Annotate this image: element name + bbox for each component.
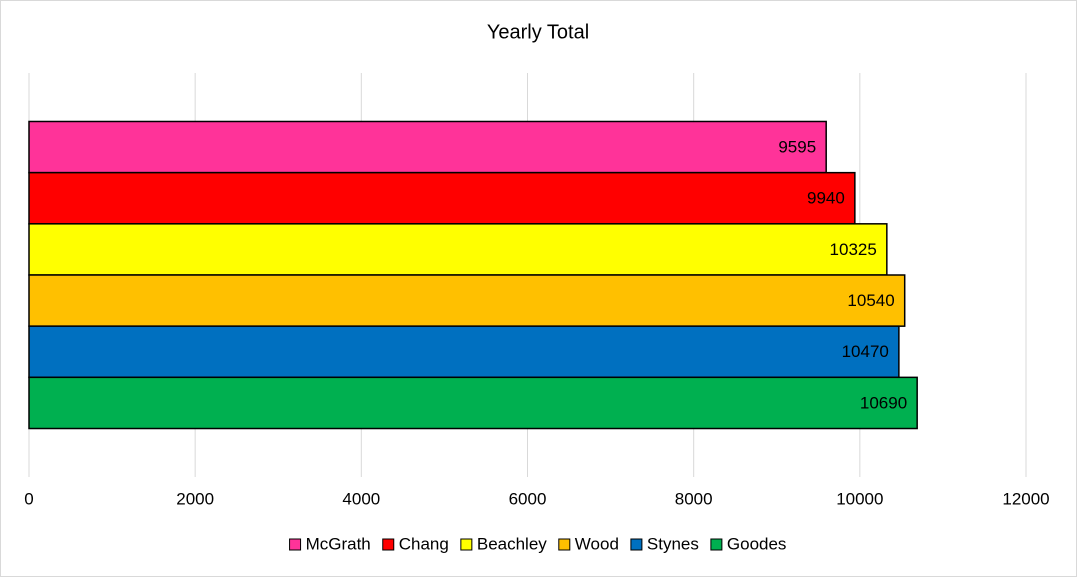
bar <box>28 376 918 430</box>
x-tick-label: 8000 <box>675 489 713 508</box>
legend-label: Wood <box>575 534 619 553</box>
data-label: 10690 <box>860 393 907 412</box>
data-label: 10470 <box>842 342 889 361</box>
bar <box>28 274 906 327</box>
x-tick-label: 10000 <box>836 489 883 508</box>
legend-swatch <box>558 538 571 551</box>
x-tick-label: 4000 <box>342 489 380 508</box>
legend-swatch <box>382 538 395 551</box>
bar <box>28 171 856 225</box>
data-label: 10540 <box>847 291 894 310</box>
data-label: 9940 <box>807 189 845 208</box>
legend-label: Chang <box>399 534 449 553</box>
legend: McGrath Chang Beachley Wood Stynes Goodes <box>289 534 787 553</box>
legend-swatch <box>710 538 723 551</box>
x-tick-label: 2000 <box>176 489 214 508</box>
data-label: 9595 <box>778 138 816 157</box>
legend-label: Beachley <box>477 534 547 553</box>
x-tick-label: 6000 <box>509 489 547 508</box>
chart-title: Yearly Total <box>487 21 589 43</box>
legend-swatch <box>289 538 302 551</box>
x-tick-label: 12000 <box>1002 489 1049 508</box>
bar <box>28 325 900 379</box>
bar <box>28 223 888 276</box>
x-tick-label: 0 <box>24 489 33 508</box>
bar <box>28 120 827 174</box>
legend-label: Goodes <box>727 534 787 553</box>
legend-label: Stynes <box>647 534 699 553</box>
legend-swatch <box>630 538 643 551</box>
legend-label: McGrath <box>306 534 371 553</box>
data-label: 10325 <box>830 240 877 259</box>
legend-swatch <box>460 538 473 551</box>
